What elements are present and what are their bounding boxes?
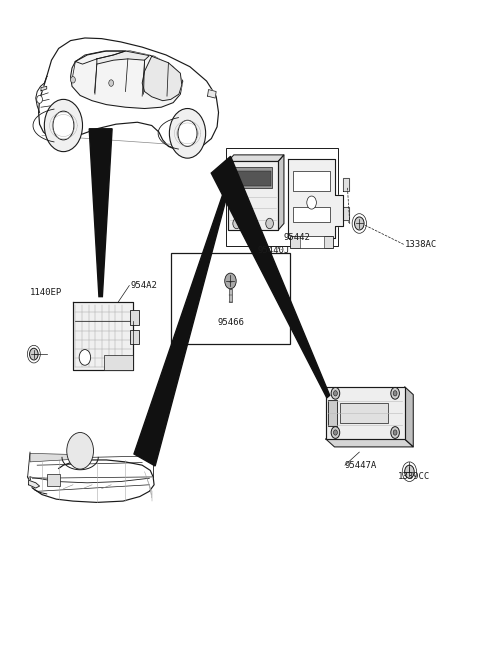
Bar — [328, 400, 337, 426]
Circle shape — [352, 214, 366, 234]
Polygon shape — [30, 453, 85, 462]
Bar — [290, 236, 333, 248]
Text: 1338AC: 1338AC — [405, 240, 437, 249]
Circle shape — [79, 350, 91, 365]
Circle shape — [169, 108, 205, 158]
Circle shape — [355, 217, 364, 230]
Polygon shape — [38, 38, 218, 150]
Text: 954A2: 954A2 — [130, 281, 157, 290]
Bar — [171, 253, 290, 344]
Polygon shape — [228, 155, 284, 161]
Circle shape — [334, 391, 337, 396]
Circle shape — [405, 465, 414, 478]
Circle shape — [391, 426, 399, 438]
Circle shape — [331, 388, 340, 400]
Polygon shape — [89, 129, 112, 297]
Circle shape — [109, 80, 114, 87]
Polygon shape — [326, 439, 413, 447]
Bar — [293, 207, 330, 222]
Circle shape — [334, 430, 337, 435]
Polygon shape — [288, 159, 343, 238]
Circle shape — [393, 391, 397, 396]
Bar — [293, 171, 330, 191]
Text: 95442: 95442 — [284, 234, 311, 242]
Bar — [236, 171, 271, 186]
Polygon shape — [343, 207, 349, 220]
Circle shape — [307, 196, 316, 209]
Circle shape — [67, 432, 94, 469]
Bar — [340, 403, 388, 422]
Bar — [130, 310, 139, 325]
Circle shape — [53, 111, 74, 140]
Text: 95447A: 95447A — [345, 461, 377, 470]
Polygon shape — [405, 387, 413, 447]
Circle shape — [44, 99, 83, 152]
Bar — [47, 474, 60, 486]
Circle shape — [71, 77, 75, 83]
Text: 95440J: 95440J — [257, 247, 289, 255]
Bar — [104, 355, 132, 371]
Polygon shape — [41, 87, 47, 91]
Circle shape — [178, 120, 197, 146]
Bar — [226, 148, 338, 247]
Circle shape — [331, 426, 340, 438]
Polygon shape — [29, 480, 39, 488]
Bar — [228, 289, 232, 302]
Text: 95466: 95466 — [217, 318, 244, 327]
Circle shape — [30, 348, 38, 360]
Circle shape — [36, 96, 42, 103]
Polygon shape — [207, 90, 216, 98]
Bar — [326, 387, 405, 439]
Bar — [234, 167, 273, 188]
Polygon shape — [142, 56, 182, 100]
Bar — [228, 161, 278, 230]
Polygon shape — [278, 155, 284, 230]
Text: 1140EP: 1140EP — [30, 287, 62, 297]
Circle shape — [402, 462, 417, 482]
Polygon shape — [211, 156, 330, 398]
Circle shape — [27, 345, 40, 363]
Polygon shape — [343, 178, 349, 192]
Circle shape — [393, 430, 397, 435]
Circle shape — [391, 388, 399, 400]
Circle shape — [266, 218, 274, 229]
Text: 1339CC: 1339CC — [397, 472, 430, 482]
Polygon shape — [134, 182, 230, 466]
Polygon shape — [71, 51, 183, 108]
Polygon shape — [97, 51, 149, 64]
Bar — [300, 236, 324, 248]
Circle shape — [225, 273, 236, 289]
Bar — [130, 330, 139, 344]
Polygon shape — [73, 302, 132, 371]
Circle shape — [233, 218, 240, 229]
